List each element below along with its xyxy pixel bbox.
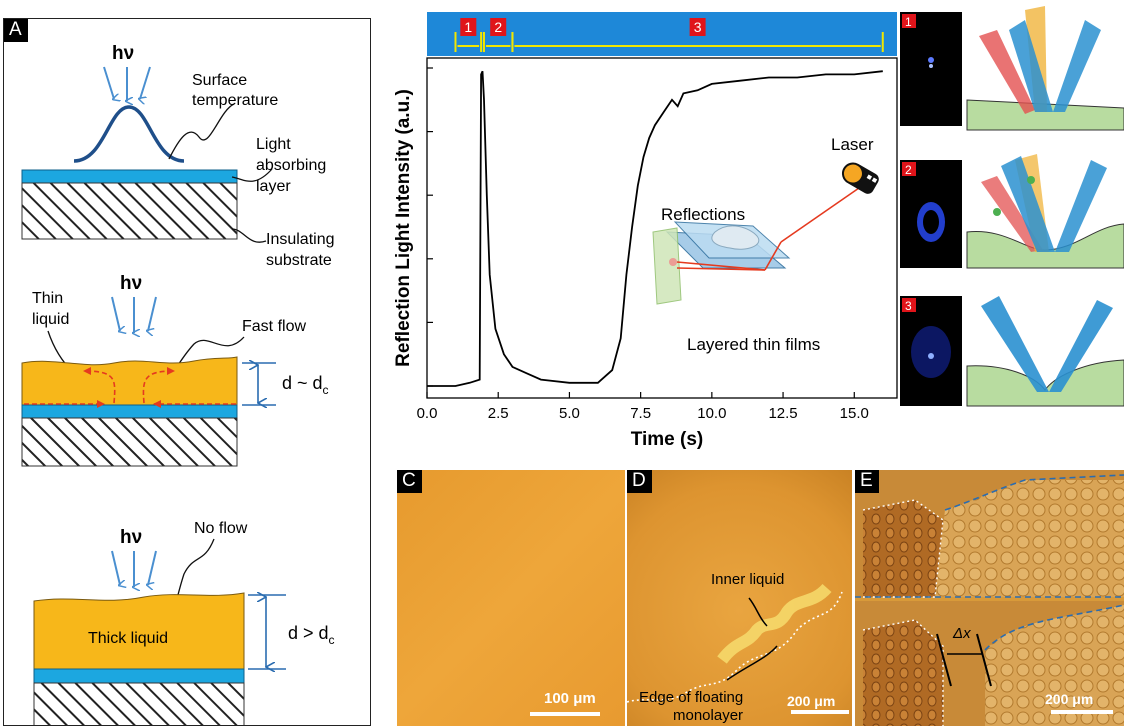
flow-arrows bbox=[24, 367, 236, 408]
x-tick-label: 10.0 bbox=[697, 405, 726, 422]
phase-badge-3 bbox=[689, 18, 706, 36]
laser-device-icon bbox=[841, 162, 879, 194]
panel-e: E Δx 200 μm bbox=[855, 470, 1124, 726]
x-ticks: 0.0 2.5 5.0 7.5 10.0 12.5 15.0 bbox=[417, 392, 869, 422]
temperature-curve bbox=[73, 105, 185, 163]
x-tick-label: 5.0 bbox=[559, 405, 580, 422]
delta-x-label: Δx bbox=[952, 625, 971, 642]
x-tick-label: 2.5 bbox=[488, 405, 509, 422]
light-arrows-1 bbox=[103, 66, 151, 101]
laser-label: Laser bbox=[831, 135, 874, 154]
x-tick-label: 7.5 bbox=[630, 405, 651, 422]
light-absorbing-layer-2 bbox=[21, 404, 238, 419]
insulating-substrate-3 bbox=[33, 682, 245, 725]
thick-liquid-label: Thick liquid bbox=[88, 630, 168, 647]
d-greater-dc-label: d > dc bbox=[288, 623, 335, 647]
panel-a-label: A bbox=[4, 19, 28, 42]
reflection-intensity-chart: 1 2 3 0.0 2.5 5.0 7.5 10.0 12.5 15.0 Time (s) Re… bbox=[393, 6, 1124, 450]
camera-image-1 bbox=[900, 12, 962, 126]
phase-label-3: 3 bbox=[694, 19, 702, 35]
panel-a: A hν bbox=[3, 18, 371, 726]
light-arrows-3 bbox=[111, 550, 157, 587]
hv-label-1: hν bbox=[112, 43, 134, 64]
image-label-1: 1 bbox=[905, 15, 912, 29]
surface-temperature-label: Surface temperature bbox=[192, 72, 278, 109]
panel-a-schematic: hν Surface temperature Light absorbing l… bbox=[21, 43, 339, 725]
reflection-images: 1 2 3 bbox=[900, 6, 1124, 407]
reflection-screen bbox=[652, 227, 682, 305]
panel-d: D Inner liquid Edge of floating monolaye… bbox=[627, 470, 852, 726]
laser-inset: Laser Reflections Layered thin films bbox=[652, 135, 879, 354]
phase-label-2: 2 bbox=[494, 19, 502, 35]
scale-bar-d bbox=[791, 710, 849, 714]
light-absorbing-label: Light absorbing layer bbox=[256, 136, 331, 195]
dx-bound-right bbox=[976, 633, 992, 687]
scale-bar-e bbox=[1051, 710, 1113, 714]
x-tick-label: 12.5 bbox=[768, 405, 797, 422]
panel-e-overlay: Δx 200 μm bbox=[855, 470, 1124, 726]
dimension-thin bbox=[242, 363, 276, 405]
hv-label-3: hν bbox=[120, 527, 142, 548]
insulating-substrate-2 bbox=[21, 417, 238, 467]
x-tick-label: 15.0 bbox=[840, 405, 869, 422]
intensity-trace bbox=[427, 70, 883, 387]
plot-area bbox=[426, 57, 898, 399]
thin-liquid-layer bbox=[21, 356, 238, 406]
ray-diagram-1 bbox=[966, 6, 1124, 131]
x-axis-label: Time (s) bbox=[631, 429, 704, 450]
scale-label-d: 200 μm bbox=[787, 693, 835, 709]
phase-label-1: 1 bbox=[464, 19, 472, 35]
panel-e-label: E bbox=[855, 470, 879, 493]
ray-diagram-3 bbox=[966, 296, 1124, 407]
panel-c: C bbox=[397, 470, 625, 726]
panel-d-overlay: Inner liquid Edge of floating monolayer … bbox=[627, 571, 849, 724]
y-ticks bbox=[427, 67, 433, 387]
edge-label: Edge of floating monolayer bbox=[639, 689, 747, 724]
thin-liquid-label: Thin liquid bbox=[32, 290, 69, 328]
dx-bound-left bbox=[936, 633, 952, 687]
thick-liquid-layer bbox=[33, 592, 245, 670]
ray-diagram-2 bbox=[966, 154, 1124, 269]
x-tick-label: 0.0 bbox=[417, 405, 438, 422]
reflections-label: Reflections bbox=[661, 205, 745, 224]
panel-b: 1 2 3 0.0 2.5 5.0 7.5 10.0 12.5 15.0 Time (s) Re… bbox=[385, 0, 1124, 456]
inner-liquid-label: Inner liquid bbox=[711, 571, 784, 588]
phase-indicators: 1 2 3 bbox=[454, 18, 884, 52]
image-label-3: 3 bbox=[905, 299, 912, 313]
phase-badge-2 bbox=[490, 18, 507, 36]
films-label: Layered thin films bbox=[687, 335, 820, 354]
hv-label-2: hν bbox=[120, 273, 142, 294]
panel-d-label: D bbox=[627, 470, 652, 493]
dimension-thick bbox=[248, 595, 286, 669]
panel-c-label: C bbox=[397, 470, 422, 493]
d-approx-dc-label: d ~ dc bbox=[282, 373, 329, 397]
insulating-substrate-label: Insulating substrate bbox=[266, 231, 339, 269]
phase-badge-1 bbox=[460, 18, 477, 36]
scale-bar-c bbox=[530, 712, 600, 716]
light-arrows-2 bbox=[111, 296, 157, 333]
no-flow-label: No flow bbox=[194, 520, 248, 537]
light-absorbing-layer-3 bbox=[33, 668, 245, 684]
image-label-2: 2 bbox=[905, 163, 912, 177]
fast-flow-label: Fast flow bbox=[242, 318, 306, 335]
insulating-substrate-1 bbox=[21, 182, 238, 240]
y-axis-label: Reflection Light Intensity (a.u.) bbox=[393, 89, 414, 367]
scale-label-e: 200 μm bbox=[1045, 691, 1093, 707]
light-absorbing-layer-1 bbox=[21, 169, 238, 184]
scale-label-c2: 100 μm bbox=[544, 690, 596, 707]
